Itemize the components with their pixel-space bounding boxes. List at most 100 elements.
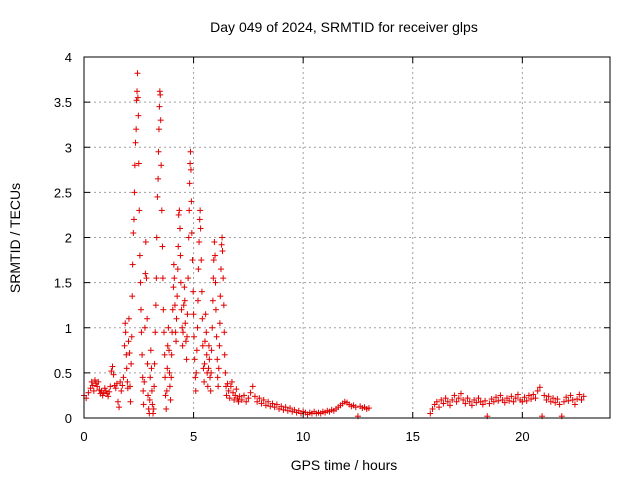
data-point xyxy=(179,324,186,331)
data-point xyxy=(178,306,185,313)
data-point xyxy=(208,347,215,354)
data-point xyxy=(427,410,434,417)
data-point xyxy=(571,401,578,408)
data-point xyxy=(162,374,169,381)
data-point xyxy=(222,369,229,376)
data-point xyxy=(138,329,145,336)
data-point xyxy=(451,392,458,399)
data-point xyxy=(173,338,180,345)
data-point xyxy=(118,387,125,394)
data-point xyxy=(438,396,445,403)
data-point xyxy=(190,311,197,318)
data-point xyxy=(464,395,471,402)
data-point xyxy=(211,239,218,246)
data-point xyxy=(179,342,186,349)
data-point xyxy=(212,306,219,313)
data-point xyxy=(129,293,136,300)
data-point xyxy=(190,288,197,295)
data-point xyxy=(168,374,175,381)
data-point xyxy=(172,329,179,336)
data-point xyxy=(429,405,436,412)
data-point xyxy=(123,351,130,358)
data-point xyxy=(556,401,563,408)
data-point xyxy=(194,324,201,331)
data-point xyxy=(131,189,138,196)
x-axis-ticks: 0 5 10 15 20 xyxy=(80,57,530,444)
data-point xyxy=(192,387,199,394)
data-point xyxy=(188,229,195,236)
data-point xyxy=(125,315,132,322)
data-point xyxy=(216,342,223,349)
data-point xyxy=(157,91,164,98)
y-tick-label: 0.5 xyxy=(54,366,72,381)
data-point xyxy=(144,392,151,399)
data-point xyxy=(213,333,220,340)
data-point xyxy=(139,351,146,358)
data-point xyxy=(453,398,460,405)
data-point xyxy=(212,252,219,259)
data-point xyxy=(554,396,561,403)
data-point xyxy=(180,302,187,309)
data-point xyxy=(218,241,225,248)
data-point xyxy=(148,365,155,372)
data-point xyxy=(133,126,140,133)
data-point xyxy=(528,396,535,403)
data-point xyxy=(127,383,134,390)
data-point xyxy=(106,388,113,395)
data-point xyxy=(486,400,493,407)
data-point xyxy=(352,404,359,411)
data-point xyxy=(210,257,217,264)
data-point xyxy=(227,383,234,390)
data-point xyxy=(146,396,153,403)
data-point xyxy=(193,347,200,354)
data-point xyxy=(141,324,148,331)
data-point xyxy=(532,395,539,402)
data-point xyxy=(205,342,212,349)
data-point xyxy=(457,390,464,397)
data-point xyxy=(153,275,160,282)
data-point xyxy=(462,400,469,407)
x-tick-label: 0 xyxy=(80,429,87,444)
data-point xyxy=(204,383,211,390)
data-point xyxy=(166,383,173,390)
data-point xyxy=(214,374,221,381)
data-point xyxy=(189,257,196,264)
data-point xyxy=(217,293,224,300)
data-point xyxy=(145,405,152,412)
data-point xyxy=(530,391,537,398)
data-point xyxy=(159,275,166,282)
data-point xyxy=(166,347,173,354)
data-point xyxy=(116,404,123,411)
data-point xyxy=(210,275,217,282)
data-point xyxy=(130,216,137,223)
data-point xyxy=(160,306,167,313)
data-point xyxy=(156,103,163,110)
y-tick-label: 2.5 xyxy=(54,185,72,200)
data-point xyxy=(134,94,141,101)
data-point xyxy=(147,347,154,354)
data-point xyxy=(212,279,219,286)
data-point xyxy=(278,403,285,410)
y-axis-label: SRMTID / TECUs xyxy=(7,183,23,293)
data-point xyxy=(225,387,232,394)
data-point xyxy=(187,160,194,167)
data-point xyxy=(174,266,181,273)
data-point xyxy=(182,338,189,345)
data-point xyxy=(460,396,467,403)
data-point xyxy=(201,338,208,345)
data-point xyxy=(197,225,204,232)
data-point xyxy=(193,369,200,376)
data-point xyxy=(198,288,205,295)
data-point xyxy=(132,139,139,146)
data-point xyxy=(468,402,475,409)
data-point xyxy=(221,351,228,358)
data-point xyxy=(196,239,203,246)
data-point xyxy=(142,270,149,277)
data-point xyxy=(165,324,172,331)
data-point xyxy=(497,392,504,399)
data-point xyxy=(122,320,129,327)
data-point xyxy=(99,392,106,399)
data-point xyxy=(447,402,454,409)
data-point xyxy=(108,368,115,375)
data-point xyxy=(150,405,157,412)
